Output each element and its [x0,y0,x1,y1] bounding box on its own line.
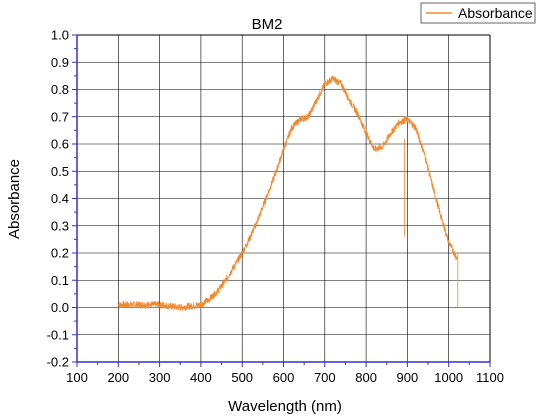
y-tick-label: 0.1 [51,273,69,288]
legend-label: Absorbance [458,5,533,21]
y-axis-title: Absorbance [6,159,23,239]
y-tick-label: 0.8 [51,82,69,97]
legend-box [420,2,536,24]
x-tick-label: 400 [190,370,212,385]
legend: Absorbance [420,2,536,24]
y-tick-label: -0.2 [47,355,69,370]
ticks: 100 200 300 400 500 600 700 800 900 1000 1100 -0.2 -… [47,28,504,386]
x-tick-label: 300 [149,370,171,385]
y-tick-label: 0.5 [51,164,69,179]
y-tick-label: 0.6 [51,137,69,152]
y-tick-label: 0.9 [51,55,69,70]
x-tick-label: 800 [355,370,377,385]
y-tick-label: -0.1 [47,327,69,342]
x-tick-label: 900 [397,370,419,385]
series-layer [117,75,459,311]
gridlines [77,35,490,362]
x-tick-label: 1100 [476,370,504,385]
y-tick-label: 0.2 [51,246,69,261]
y-tick-label: 1.0 [51,28,69,43]
series-line-0 [117,75,458,311]
y-tick-label: 0.3 [51,218,69,233]
x-tick-label: 500 [231,370,253,385]
y-tick-label: 0.0 [51,300,69,315]
x-tick-label: 100 [66,370,88,385]
x-tick-label: 600 [273,370,295,385]
chart-title: BM2 [252,16,283,33]
y-tick-label: 0.7 [51,109,69,124]
x-tick-label: 200 [107,370,129,385]
x-tick-label: 1000 [434,370,463,385]
x-tick-label: 700 [314,370,336,385]
y-tick-label: 0.4 [51,191,69,206]
x-axis-title: Wavelength (nm) [228,398,342,415]
